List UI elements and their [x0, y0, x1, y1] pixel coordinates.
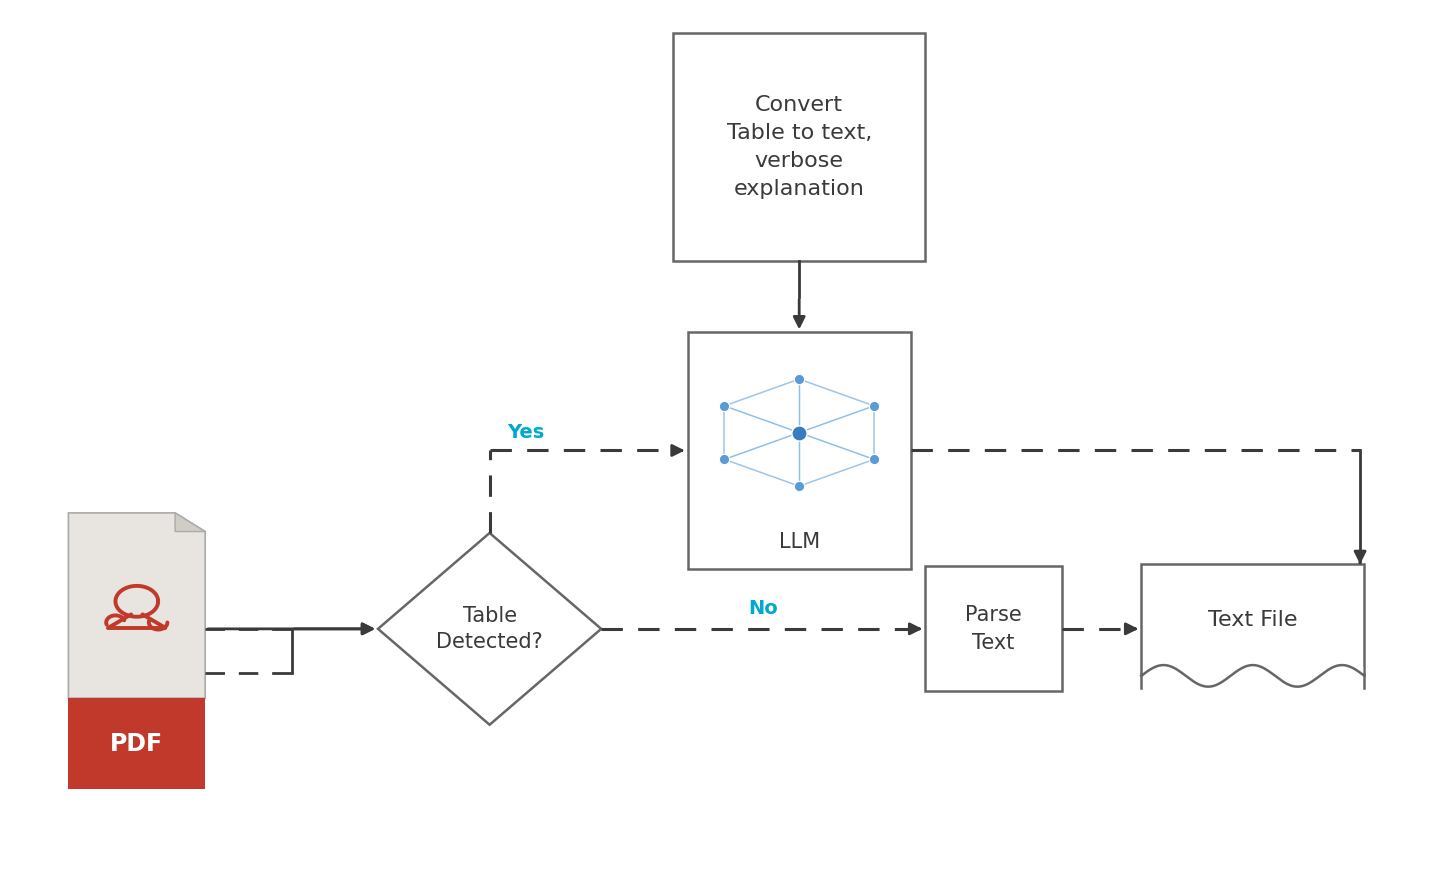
FancyBboxPatch shape [69, 698, 206, 789]
Point [788, 479, 811, 493]
Text: Text File: Text File [1208, 610, 1297, 630]
Polygon shape [176, 513, 206, 532]
Text: Table
Detected?: Table Detected? [436, 606, 543, 652]
Text: Parse
Text: Parse Text [965, 605, 1022, 653]
Point [863, 452, 886, 467]
Text: LLM: LLM [779, 532, 819, 552]
Text: No: No [749, 599, 778, 618]
Point [713, 452, 736, 467]
Polygon shape [69, 513, 206, 698]
Polygon shape [377, 533, 602, 724]
Point [788, 425, 811, 440]
Text: PDF: PDF [111, 731, 163, 756]
FancyBboxPatch shape [674, 33, 926, 260]
Point [713, 399, 736, 413]
Text: Yes: Yes [507, 423, 544, 442]
FancyBboxPatch shape [688, 333, 912, 569]
Point [788, 372, 811, 386]
Point [863, 399, 886, 413]
FancyBboxPatch shape [924, 566, 1063, 691]
Text: Convert
Table to text,
verbose
explanation: Convert Table to text, verbose explanati… [727, 95, 871, 199]
FancyBboxPatch shape [1142, 565, 1365, 674]
